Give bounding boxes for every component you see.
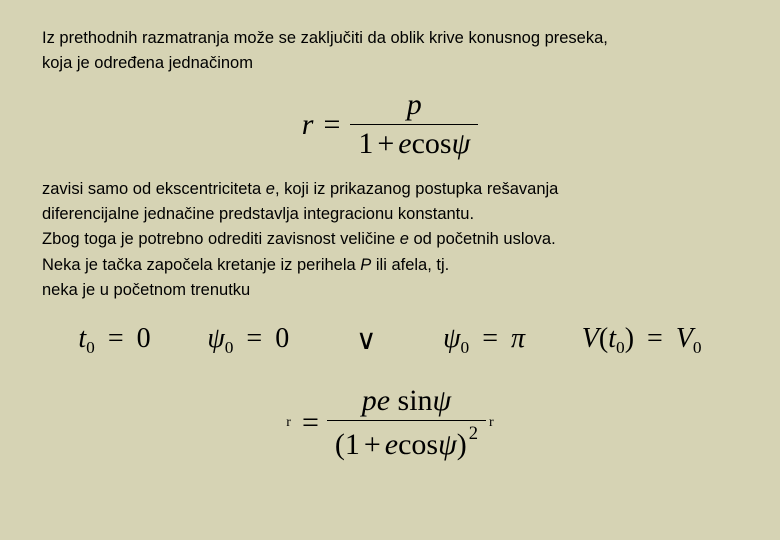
eq3-fraction: pe sinψ (1+ecosψ)2: [327, 384, 486, 462]
eq3-denominator: (1+ecosψ)2: [327, 421, 486, 462]
ic-psi0-zero: ψ0 = 0: [207, 323, 289, 358]
slide: Iz prethodnih razmatranja može se zaklju…: [0, 0, 780, 540]
body-line-2: diferencijalne jednačine predstavlja int…: [42, 204, 738, 225]
logical-or: ∨: [346, 323, 387, 357]
ic-t0: t0 = 0: [78, 323, 150, 358]
equation-derivative: r = pe sinψ (1+ecosψ)2 r: [42, 384, 738, 462]
equation-conic-polar: r = p 1+ecosψ: [42, 88, 738, 161]
body-line-5: neka je u početnom trenutku: [42, 280, 738, 301]
eq1-fraction: p 1+ecosψ: [350, 88, 478, 161]
ic-V-t0: V(t0) = V0: [582, 323, 702, 358]
artifact-left: r: [283, 415, 294, 431]
body-line-1: zavisi samo od ekscentriciteta e, koji i…: [42, 179, 738, 200]
body-line-3: Zbog toga je potrebno odrediti zavisnost…: [42, 229, 738, 250]
body-line-4: Neka je tačka započela kretanje iz perih…: [42, 255, 738, 276]
eq1-denominator: 1+ecosψ: [350, 125, 478, 161]
intro-line-1: Iz prethodnih razmatranja može se zaklju…: [42, 28, 738, 49]
eq1-lhs: r: [302, 108, 314, 142]
initial-conditions-row: t0 = 0 ψ0 = 0 ∨ ψ0 = π V(t0) = V0: [42, 323, 738, 358]
ic-psi0-pi: ψ0 = π: [443, 323, 525, 358]
eq3-numerator: pe sinψ: [327, 384, 486, 421]
artifact-right: r: [486, 415, 497, 431]
intro-line-2: koja je određena jednačinom: [42, 53, 738, 74]
eq1-numerator: p: [350, 88, 478, 125]
